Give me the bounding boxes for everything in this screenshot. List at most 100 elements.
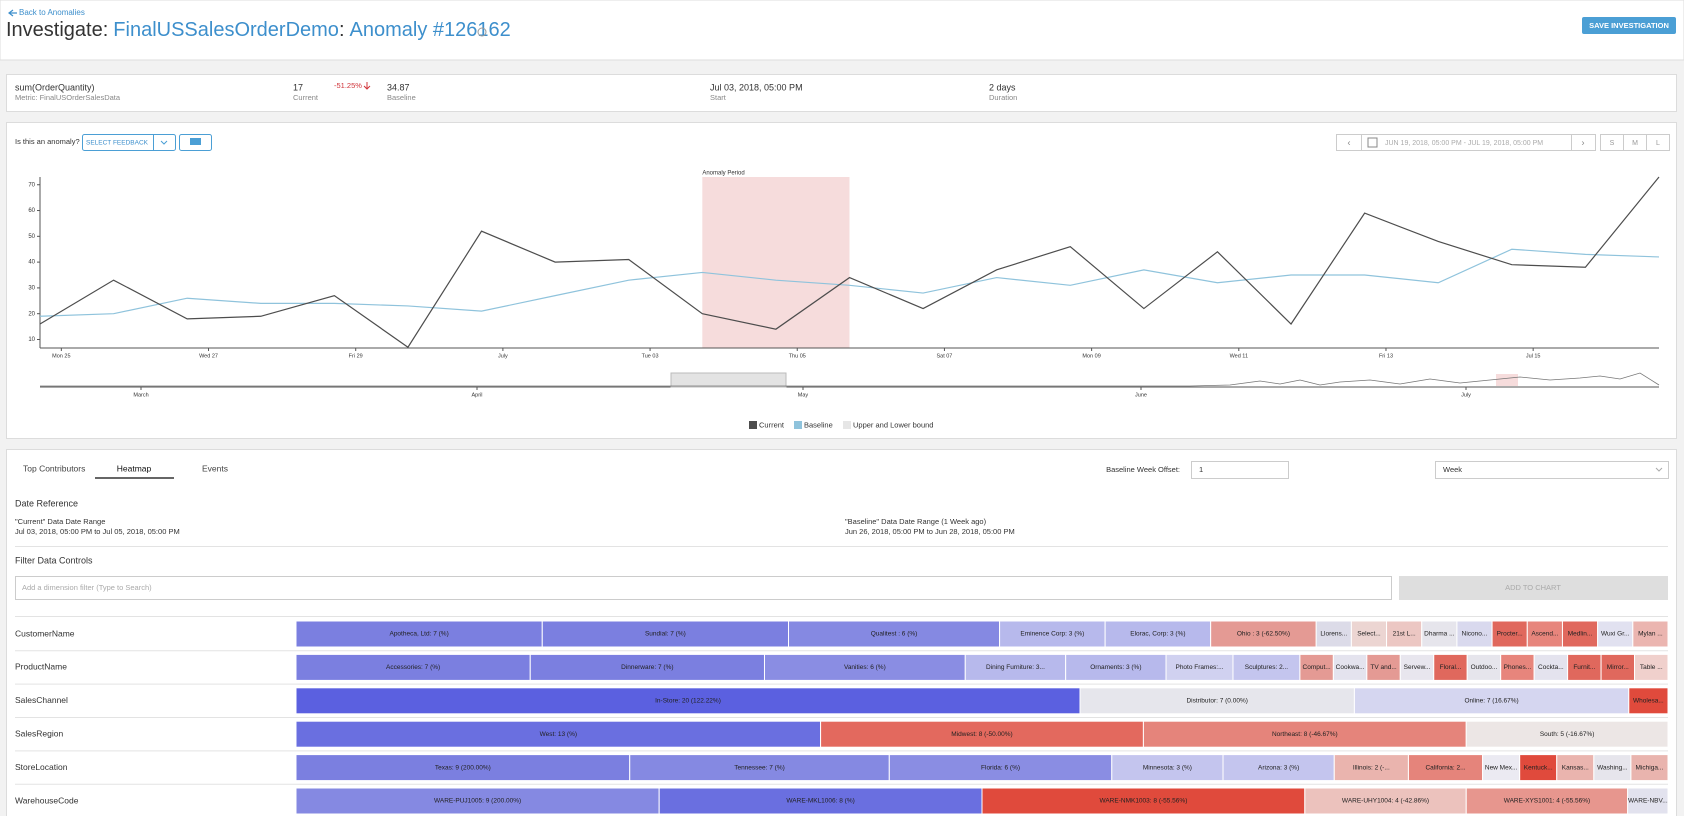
cell-label[interactable]: Apotheca, Ltd: 7 (%) — [389, 631, 448, 638]
cell-label[interactable]: WARE-PUJ1005: 9 (200.00%) — [434, 798, 521, 805]
cell-label[interactable]: Michiga... — [1636, 764, 1664, 771]
cell-label[interactable]: Outdoo... — [1471, 664, 1498, 671]
title-anomaly[interactable]: Anomaly #126162 — [350, 19, 511, 41]
heatmap-cell[interactable] — [658, 787, 983, 815]
cell-label[interactable]: 21st L... — [1393, 631, 1416, 638]
heatmap-cell[interactable] — [999, 620, 1106, 648]
cell-label[interactable]: Mirror... — [1607, 664, 1629, 671]
title-dataset[interactable]: FinalUSSalesOrderDemo — [113, 19, 339, 41]
unit-value[interactable]: Week — [1443, 465, 1462, 474]
heatmap-cell[interactable] — [1386, 620, 1423, 648]
cell-label[interactable]: Elorac, Corp: 3 (%) — [1130, 631, 1185, 638]
next-button[interactable] — [1571, 134, 1596, 151]
heatmap-cell[interactable] — [1065, 653, 1167, 681]
filter-input[interactable] — [15, 576, 1392, 600]
heatmap-cell[interactable] — [1466, 653, 1502, 681]
cell-label[interactable]: South: 5 (-16.67%) — [1540, 731, 1595, 738]
heatmap-cell[interactable] — [1210, 620, 1317, 648]
heatmap-cell[interactable] — [1630, 754, 1669, 782]
heatmap-cell[interactable] — [888, 754, 1113, 782]
cell-label[interactable]: Minnesota: 3 (%) — [1143, 764, 1192, 771]
cell-label[interactable]: Sculptures: 2... — [1245, 664, 1289, 671]
cell-label[interactable]: Qualitest : 6 (%) — [871, 631, 918, 638]
cell-label[interactable]: WARE-MKL1006: 8 (%) — [786, 798, 854, 805]
heatmap-cell[interactable] — [1421, 620, 1458, 648]
cell-label[interactable]: Cockta... — [1538, 664, 1564, 671]
cell-label[interactable]: Distributor: 7 (0.00%) — [1186, 698, 1247, 705]
cell-label[interactable]: Servew... — [1404, 664, 1431, 671]
cell-label[interactable]: Dining Furniture: 3... — [986, 664, 1045, 671]
heatmap-cell[interactable] — [295, 687, 1081, 715]
heatmap-cell[interactable] — [1142, 720, 1467, 748]
heatmap-cell[interactable] — [1232, 653, 1301, 681]
cell-label[interactable]: Dinnerware: 7 (%) — [621, 664, 673, 671]
heatmap-cell[interactable] — [1567, 653, 1602, 681]
heatmap-cell[interactable] — [1315, 620, 1352, 648]
tab[interactable]: Events — [202, 463, 228, 473]
cell-label[interactable]: WARE-NBV... — [1628, 798, 1668, 805]
heatmap-cell[interactable] — [1632, 620, 1669, 648]
cell-label[interactable]: Llorens... — [1320, 631, 1347, 638]
save-button[interactable] — [1582, 17, 1676, 34]
heatmap-cell[interactable] — [1366, 653, 1401, 681]
heatmap-cell[interactable] — [541, 620, 790, 648]
heatmap-cell[interactable] — [1456, 620, 1493, 648]
size-button[interactable] — [1646, 134, 1670, 151]
caret[interactable] — [1655, 467, 1663, 472]
heatmap-cell[interactable] — [1491, 620, 1528, 648]
cell-label[interactable]: Accessories: 7 (%) — [386, 664, 440, 671]
heatmap-cell[interactable] — [295, 787, 660, 815]
heatmap-cell[interactable] — [820, 720, 1144, 748]
heatmap-cell[interactable] — [1465, 787, 1629, 815]
cell-label[interactable]: Wholesa... — [1633, 698, 1664, 705]
cell-label[interactable]: California: 2... — [1425, 764, 1465, 771]
cell-label[interactable]: Eminence Corp: 3 (%) — [1020, 631, 1084, 638]
heatmap-cell[interactable] — [1519, 754, 1558, 782]
cell-label[interactable]: Photo Frames:... — [1175, 664, 1223, 671]
cell-label[interactable]: Arizona: 3 (%) — [1258, 764, 1299, 771]
heatmap-cell[interactable] — [1079, 687, 1355, 715]
heatmap-cell[interactable] — [295, 653, 531, 681]
heatmap-cell[interactable] — [1353, 687, 1630, 715]
tab[interactable]: Heatmap — [117, 463, 152, 473]
cell-label[interactable]: Nicono... — [1462, 631, 1488, 638]
cell-label[interactable]: Ornaments: 3 (%) — [1090, 664, 1141, 671]
cell-label[interactable]: WARE-NMK1003: 8 (-55.56%) — [1099, 798, 1187, 805]
cell-label[interactable]: Procter... — [1497, 631, 1523, 638]
cell-label[interactable]: Online: 7 (16.67%) — [1464, 698, 1518, 705]
feedback-button[interactable] — [82, 134, 176, 151]
cell-label[interactable]: Medlin... — [1568, 631, 1593, 638]
cell-label[interactable]: Cookwa... — [1336, 664, 1365, 671]
filter-placeholder[interactable]: Add a dimension filter (Type to Search) — [22, 583, 152, 592]
heatmap-cell[interactable] — [1465, 720, 1669, 748]
save-button-label[interactable]: SAVE INVESTIGATION — [1589, 21, 1669, 30]
cell-label[interactable]: Select... — [1357, 631, 1381, 638]
cell-label[interactable]: Northeast: 8 (-46.67%) — [1272, 731, 1338, 738]
heatmap-cell[interactable] — [1634, 653, 1669, 681]
heatmap-cell[interactable] — [629, 754, 890, 782]
size-label[interactable]: M — [1632, 140, 1638, 147]
help-icon[interactable] — [477, 27, 487, 37]
heatmap-cell[interactable] — [788, 620, 1001, 648]
cell-label[interactable]: Washing... — [1597, 764, 1628, 771]
heatmap-cell[interactable] — [1533, 653, 1569, 681]
heatmap-cell[interactable] — [1593, 754, 1632, 782]
cell-label[interactable]: Texas: 9 (200.00%) — [435, 764, 491, 771]
cell-label[interactable]: New Mex... — [1485, 764, 1518, 771]
cell-label[interactable]: Wuxi Gr... — [1601, 631, 1630, 638]
cell-label[interactable]: WARE-XYS1001: 4 (-55.56%) — [1504, 798, 1590, 805]
cell-label[interactable]: Phones... — [1504, 664, 1532, 671]
cell-label[interactable]: West: 13 (%) — [540, 731, 577, 738]
next-icon[interactable]: › — [1582, 137, 1585, 147]
cell-label[interactable]: Florida: 6 (%) — [981, 764, 1020, 771]
cell-label[interactable]: Furnit... — [1573, 664, 1595, 671]
heatmap-cell[interactable] — [981, 787, 1306, 815]
cell-label[interactable]: Vanities: 6 (%) — [844, 664, 886, 671]
cell-label[interactable]: Ascend... — [1531, 631, 1558, 638]
back-link[interactable]: Back to Anomalies — [19, 8, 85, 17]
cell-label[interactable]: In-Store: 20 (122.22%) — [655, 698, 721, 705]
heatmap-cell[interactable] — [964, 653, 1067, 681]
cell-label[interactable]: Floral... — [1440, 664, 1462, 671]
offset-value[interactable]: 1 — [1199, 465, 1203, 474]
heatmap-cell[interactable] — [1627, 787, 1669, 815]
